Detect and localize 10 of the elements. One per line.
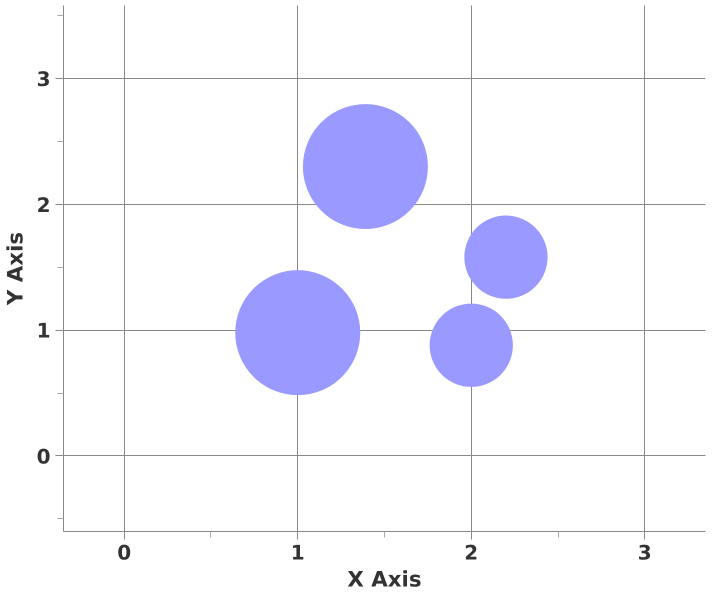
y-tick-label: 0 xyxy=(36,444,51,468)
y-tick-label: 3 xyxy=(36,66,51,91)
x-tick-label: 2 xyxy=(464,540,478,564)
x-tick-label: 0 xyxy=(117,540,132,564)
x-axis-title: X Axis xyxy=(347,568,422,592)
y-tick-label: 1 xyxy=(36,318,51,343)
y-tick-label: 2 xyxy=(36,192,51,217)
x-tick-label: 3 xyxy=(638,540,652,564)
x-tick-label: 1 xyxy=(290,540,305,564)
y-axis-title: Y Axis xyxy=(4,232,29,306)
